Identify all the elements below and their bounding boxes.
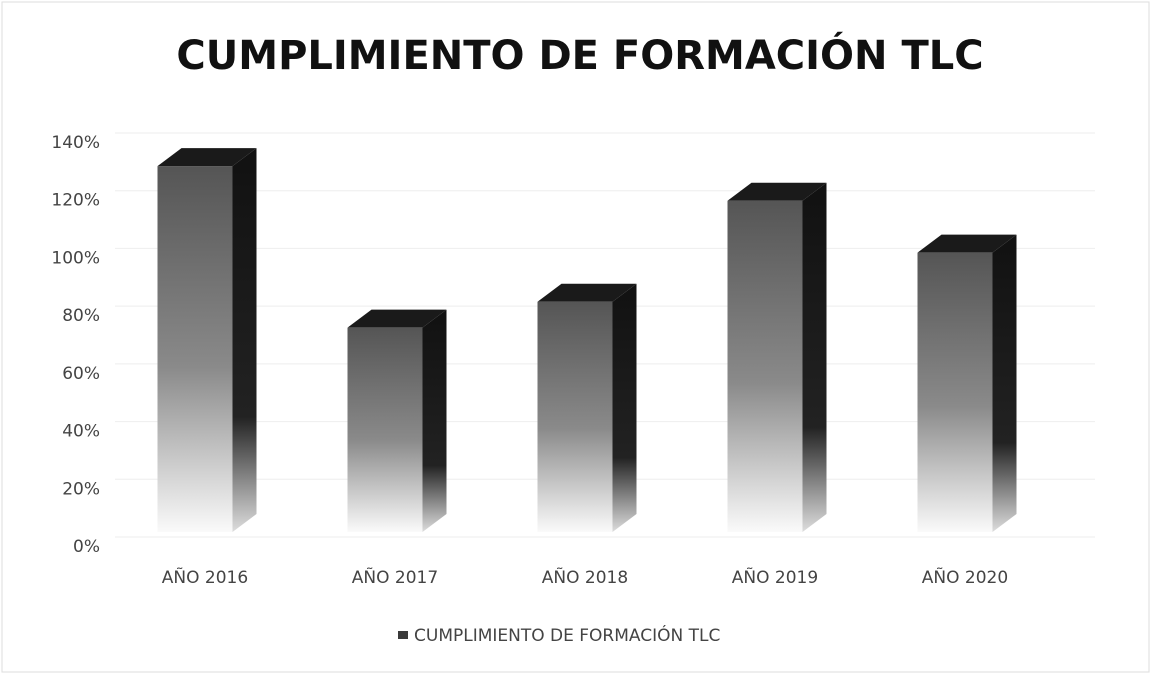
bar-side [992,234,1017,532]
bar [727,200,803,532]
x-tick-label: AÑO 2018 [542,566,628,588]
bar-side [422,309,447,532]
x-tick-label: AÑO 2017 [352,566,438,588]
legend-swatch [398,631,408,639]
bar-top [727,182,827,201]
y-tick-label: 120% [51,191,100,211]
y-tick-label: 80% [62,306,100,326]
bar-side [232,148,257,533]
bar-top [157,148,257,167]
bar-top [917,234,1017,253]
bar-top [537,283,637,302]
y-tick-label: 60% [62,364,100,384]
y-tick-label: 0% [73,537,100,557]
x-tick-label: AÑO 2020 [922,566,1008,588]
y-tick-label: 140% [51,133,100,153]
bar [917,252,993,532]
y-tick-label: 20% [62,479,100,499]
bar-side [612,283,637,532]
y-tick-label: 100% [51,248,100,268]
chart-title: CUMPLIMIENTO DE FORMACIÓN TLC [176,31,983,79]
x-tick-label: AÑO 2019 [732,566,818,588]
y-tick-label: 40% [62,422,100,442]
bar-top [347,309,447,328]
bar [347,327,423,532]
bar-side [802,182,827,532]
x-tick-label: AÑO 2016 [162,566,248,588]
bar [537,301,613,532]
legend-label: CUMPLIMIENTO DE FORMACIÓN TLC [414,624,720,646]
bar [157,166,233,533]
